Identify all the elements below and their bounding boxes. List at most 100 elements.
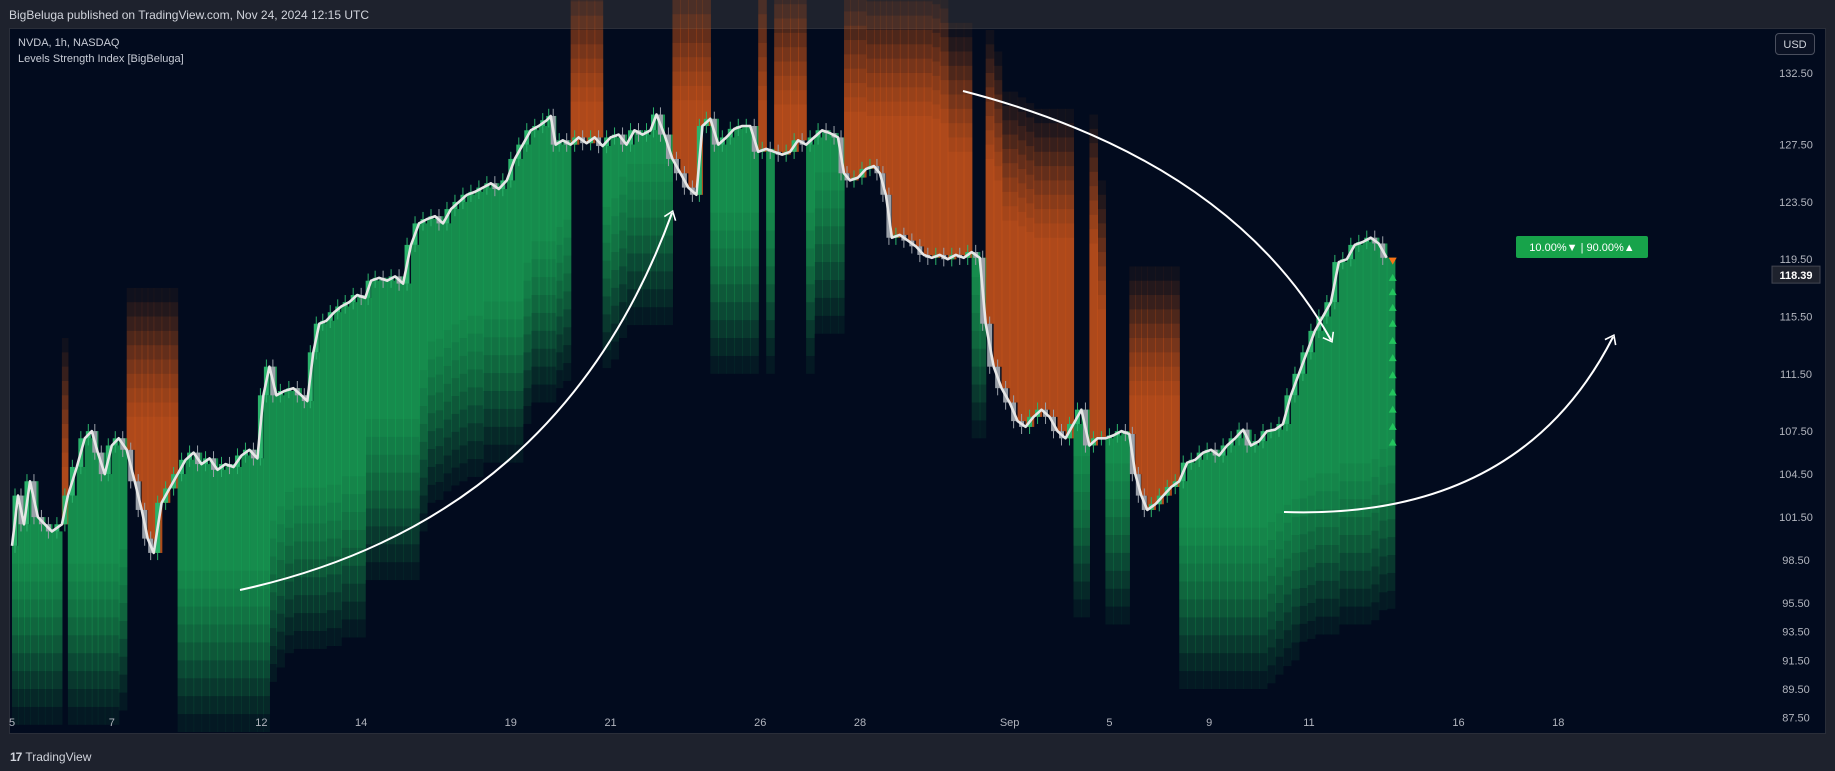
bull-band bbox=[67, 495, 78, 618]
bull-band bbox=[319, 323, 327, 649]
bull-band bbox=[634, 130, 644, 218]
bull-band bbox=[37, 517, 46, 654]
bear-band bbox=[672, 85, 682, 159]
bear-band bbox=[907, 101, 917, 241]
price-axis[interactable]: 132.50127.50123.50119.50115.50111.50107.… bbox=[1779, 68, 1813, 725]
bull-band bbox=[1235, 438, 1244, 672]
bull-band bbox=[1362, 242, 1372, 464]
bull-band bbox=[241, 455, 251, 732]
bull-band bbox=[1306, 352, 1316, 514]
bull-band bbox=[97, 452, 106, 618]
bear-band bbox=[850, 0, 859, 181]
bull-band bbox=[1251, 445, 1260, 690]
bull-band bbox=[1386, 257, 1396, 609]
bear-band bbox=[1097, 309, 1106, 439]
bull-band bbox=[1314, 330, 1324, 474]
signal-up-triangle bbox=[1388, 273, 1397, 281]
time-axis[interactable]: 5 7 12 14 19 21 26 28 Sep 5 9 11 16 18 bbox=[9, 717, 1564, 729]
bull-band bbox=[1362, 242, 1372, 553]
bull-band bbox=[1267, 431, 1276, 541]
bull-band bbox=[104, 474, 113, 672]
bull-band bbox=[1298, 373, 1308, 499]
bear-band bbox=[578, 1, 588, 138]
bull-band bbox=[284, 391, 294, 582]
bull-band bbox=[91, 431, 99, 725]
bull-band bbox=[17, 495, 25, 725]
bull-band bbox=[371, 280, 380, 419]
bull-band bbox=[411, 244, 420, 509]
bull-band bbox=[1259, 441, 1268, 618]
bull-band bbox=[550, 115, 557, 278]
bull-band bbox=[1121, 431, 1130, 571]
bull-band bbox=[349, 302, 358, 566]
time-tick-label: Sep bbox=[1000, 717, 1020, 729]
bull-band bbox=[411, 244, 420, 581]
bull-band bbox=[326, 320, 335, 503]
bull-band bbox=[642, 134, 652, 200]
bull-band bbox=[357, 295, 366, 513]
bull-band bbox=[1362, 242, 1372, 482]
bull-band bbox=[642, 134, 652, 290]
bear-band bbox=[885, 44, 893, 195]
bull-band bbox=[555, 144, 564, 335]
bull-band bbox=[830, 133, 839, 334]
bull-band bbox=[371, 280, 380, 491]
bear-band bbox=[1171, 309, 1180, 488]
bear-band bbox=[1001, 206, 1011, 389]
currency-button[interactable]: USD bbox=[1775, 33, 1815, 55]
tradingview-logo[interactable]: 17 TradingView bbox=[10, 750, 91, 764]
bull-band bbox=[650, 130, 658, 218]
bull-band bbox=[1386, 257, 1396, 591]
bear-band bbox=[782, 0, 791, 155]
bear-band bbox=[1147, 309, 1156, 510]
bear-band bbox=[688, 0, 697, 188]
bull-band bbox=[111, 445, 120, 582]
bear-band bbox=[134, 388, 143, 482]
bear-band bbox=[907, 44, 917, 241]
bear-band bbox=[774, 90, 783, 152]
bull-band bbox=[1113, 435, 1122, 607]
bear-band bbox=[955, 123, 965, 255]
bull-band bbox=[104, 474, 113, 707]
bear-band bbox=[879, 72, 887, 174]
symbol-info[interactable]: NVDA, 1h, NASDAQ bbox=[18, 37, 120, 49]
bear-band bbox=[1163, 366, 1172, 496]
bull-band bbox=[17, 495, 25, 672]
bear-band bbox=[891, 87, 901, 238]
bull-band bbox=[555, 144, 564, 263]
bull-band bbox=[1322, 316, 1332, 528]
bull-band bbox=[357, 295, 366, 477]
bull-band bbox=[1187, 462, 1196, 528]
bull-band bbox=[201, 464, 211, 571]
bull-band bbox=[814, 137, 823, 280]
bear-band bbox=[873, 30, 881, 167]
bull-band bbox=[656, 114, 666, 182]
signal-up-triangle bbox=[1388, 405, 1397, 413]
bull-band bbox=[642, 134, 652, 326]
bull-band bbox=[602, 146, 612, 315]
bear-band bbox=[850, 97, 859, 181]
bear-band bbox=[1141, 366, 1148, 496]
bull-band bbox=[522, 144, 532, 407]
bull-band bbox=[450, 209, 460, 486]
bull-band bbox=[193, 452, 203, 679]
bull-band bbox=[29, 481, 39, 690]
bull-band bbox=[1203, 452, 1212, 546]
bear-band bbox=[1017, 154, 1027, 422]
bull-band bbox=[830, 133, 839, 245]
bull-band bbox=[1105, 438, 1114, 482]
bear-band bbox=[891, 115, 901, 238]
bull-band bbox=[550, 115, 557, 296]
bull-band bbox=[710, 118, 719, 267]
bull-band bbox=[1370, 237, 1380, 531]
bear-band bbox=[993, 94, 1003, 367]
bull-band bbox=[1105, 438, 1114, 500]
bull-band bbox=[734, 128, 743, 285]
bull-band bbox=[734, 128, 743, 303]
bear-band bbox=[586, 0, 596, 144]
bear-band bbox=[850, 40, 859, 181]
indicator-name[interactable]: Levels Strength Index [BigBeluga] bbox=[18, 53, 184, 65]
bear-band bbox=[688, 14, 697, 188]
bull-band bbox=[474, 191, 484, 388]
